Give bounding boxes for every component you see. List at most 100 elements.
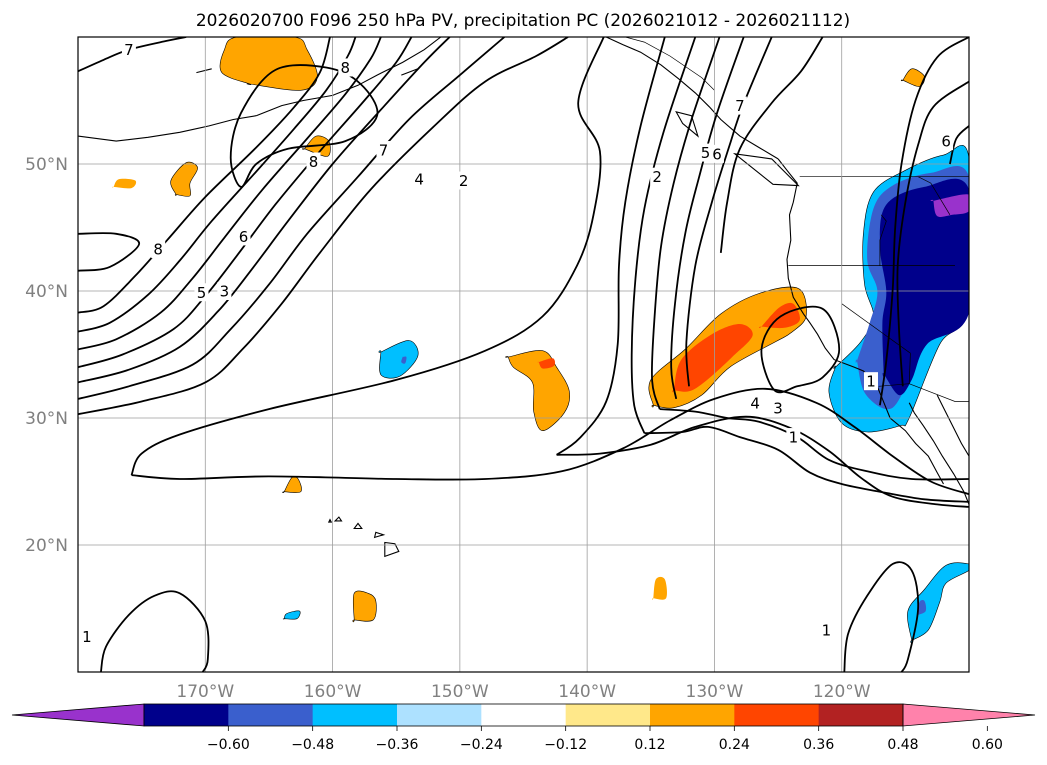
- colorbar-tick-label: 0.36: [803, 737, 834, 753]
- pv-contour-level-2: [556, 37, 666, 456]
- pv-contour-label-background: [338, 58, 353, 77]
- longitude-tick-labels: 170°W 160°W 150°W 140°W 130°W 120°W: [176, 682, 870, 702]
- colorbar-tick-label: −0.12: [544, 737, 587, 753]
- pv-contour-label-background: [863, 372, 878, 391]
- precip-region: [112, 178, 137, 189]
- colorbar-segment: [481, 704, 567, 726]
- coastline: [936, 394, 969, 457]
- pv-contour-level-3: [78, 37, 451, 384]
- precip-region: [219, 37, 318, 91]
- colorbar-segment: [228, 704, 314, 726]
- pv-contour-label: 3: [220, 283, 230, 301]
- pv-contour-label-background: [819, 621, 834, 640]
- pv-contour-label: 8: [341, 59, 351, 77]
- pv-contour-label: 5: [197, 284, 207, 302]
- colorbar-segment: [144, 704, 229, 726]
- pv-contour-label-background: [121, 40, 136, 59]
- coastline: [373, 531, 386, 539]
- pv-contour-level-8: [229, 64, 379, 188]
- precip-region: [352, 590, 377, 623]
- latitude-tick-label: 30°N: [25, 409, 68, 429]
- coastline: [908, 402, 969, 505]
- pv-contour-level-6: [78, 37, 357, 333]
- plot-frame: [77, 36, 970, 673]
- pv-contour-label-background: [650, 167, 665, 186]
- pv-contour-layer: [78, 37, 969, 672]
- colorbar-tick-label: 0.12: [634, 737, 665, 753]
- pv-contour-label-background: [939, 132, 954, 151]
- pv-contour-label: 5: [701, 144, 711, 162]
- precip-region: [758, 302, 800, 329]
- precip-region: [672, 323, 753, 393]
- longitude-tick-label: 160°W: [304, 682, 362, 702]
- colorbar: −0.60 −0.48 −0.36 −0.24 −0.12 0.12 0.24 0.36 0.4…: [11, 703, 1036, 753]
- precip-region: [652, 576, 667, 600]
- precip-region: [537, 358, 556, 369]
- pv-contour-label-background: [732, 96, 747, 115]
- pv-contour-level-1: [131, 387, 969, 496]
- chart-title: 2026020700 F096 250 hPa PV, precipitatio…: [196, 11, 850, 31]
- colorbar-tick-label: −0.48: [291, 737, 334, 753]
- pv-contour-label-background: [376, 141, 391, 160]
- pv-contour-level-3: [630, 37, 697, 434]
- pv-contour-label-background: [771, 398, 786, 417]
- pv-contour-label: 6: [239, 228, 249, 246]
- pv-contour-label-background: [748, 393, 763, 412]
- border-line: [625, 37, 715, 91]
- pv-contour-label: 7: [735, 97, 745, 115]
- precip-region: [170, 161, 198, 197]
- precip-region: [282, 610, 301, 620]
- pv-contour-level-1: [843, 561, 920, 672]
- precip-region: [907, 562, 969, 644]
- pv-contour-level-2: [78, 37, 505, 400]
- pv-contour-label: 7: [379, 142, 389, 160]
- colorbar-tick-label: −0.24: [460, 737, 503, 753]
- pv-contour-label: 1: [789, 429, 799, 447]
- colorbar-tick-label: 0.24: [719, 737, 750, 753]
- pv-contour-label-background: [151, 240, 166, 259]
- pv-contour-label: 3: [773, 399, 783, 417]
- precip-region: [917, 600, 927, 616]
- longitude-tick-label: 130°W: [686, 682, 744, 702]
- pv-contour-label-background: [709, 144, 724, 163]
- pv-contour-level-1: [130, 37, 605, 476]
- pv-contour-label-background: [306, 152, 321, 171]
- coastline: [255, 37, 442, 117]
- pv-contour-label: 7: [124, 41, 134, 59]
- pv-contour-level-4: [78, 37, 413, 369]
- colorbar-segment: [397, 704, 482, 726]
- pv-contour-label: 2: [459, 172, 469, 190]
- precip-region: [378, 340, 419, 379]
- pv-contour-level-7: [78, 37, 331, 314]
- coastline: [78, 115, 257, 142]
- colorbar-segment: [650, 704, 735, 726]
- colorbar-segment: [565, 704, 651, 726]
- latitude-tick-labels: 20°N 30°N 40°N 50°N: [25, 155, 68, 556]
- pv-contour-label: 8: [309, 153, 319, 171]
- pv-contour-level-1: [78, 37, 569, 416]
- latitude-tick-label: 40°N: [25, 282, 68, 302]
- pv-contour-label: 6: [712, 145, 722, 163]
- gridline-layer: [78, 37, 969, 672]
- coastline: [196, 68, 212, 74]
- pv-contour-label-background: [236, 227, 251, 246]
- border-line: [917, 176, 951, 215]
- longitude-tick-label: 120°W: [813, 682, 871, 702]
- pv-contour-label-background: [79, 627, 94, 646]
- pv-contour-level-7: [719, 37, 824, 254]
- pv-contour-label: 6: [941, 133, 951, 151]
- border-line: [908, 353, 911, 384]
- pv-contour-label-background: [456, 171, 471, 190]
- colorbar-tick-label: 0.60: [972, 737, 1003, 753]
- pv-contour-label-background: [698, 143, 713, 162]
- colorbar-segment: [312, 704, 398, 726]
- coastline: [333, 516, 343, 522]
- pv-contour-level-6: [949, 125, 969, 165]
- latitude-tick-label: 20°N: [25, 536, 68, 556]
- precip-region: [879, 178, 969, 396]
- coastline: [353, 522, 363, 530]
- colorbar-tick-label: −0.36: [376, 737, 419, 753]
- colorbar-tick-label: −0.60: [207, 737, 250, 753]
